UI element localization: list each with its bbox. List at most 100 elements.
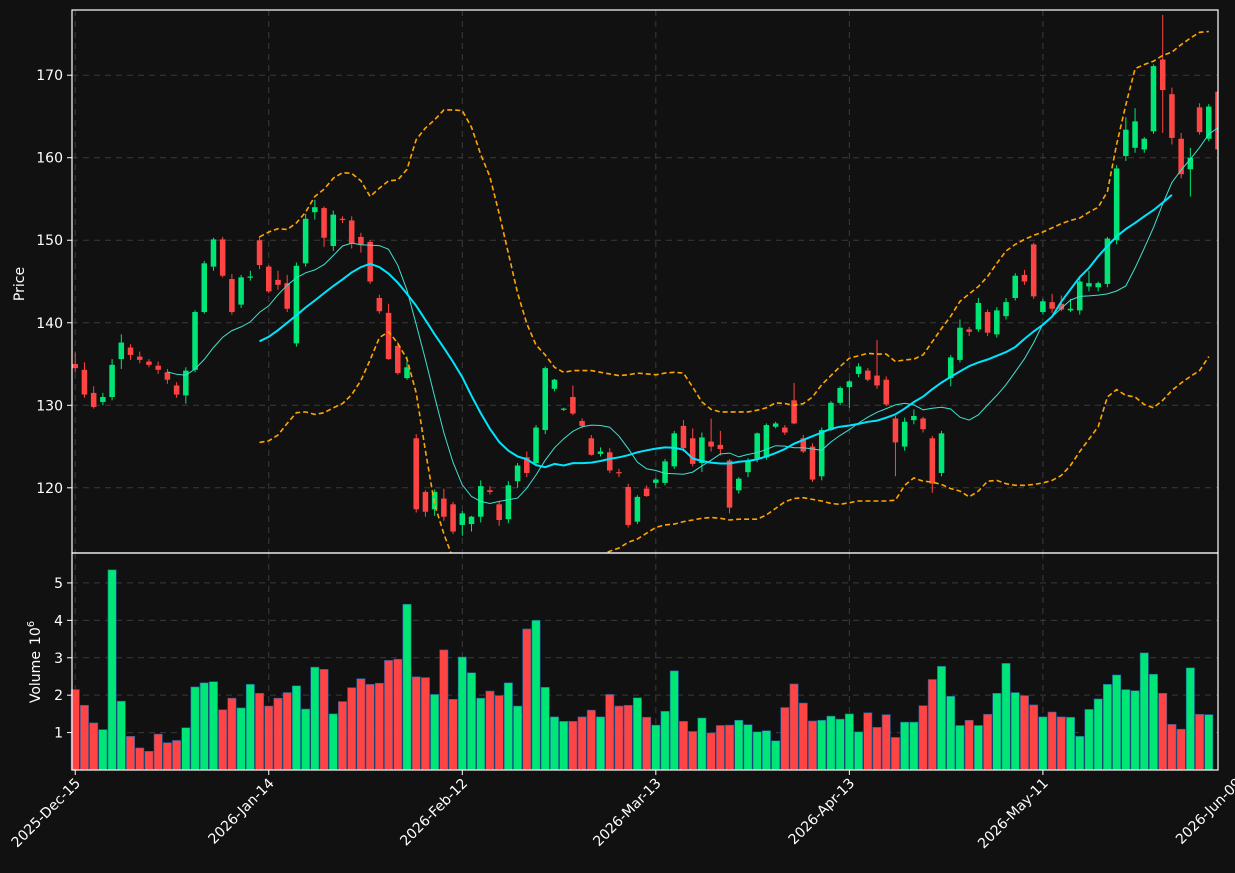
volume-bar (485, 690, 495, 771)
volume-bar (586, 709, 596, 771)
candle-body (911, 416, 917, 421)
candle-body (929, 438, 936, 484)
candle-body (487, 490, 493, 492)
volume-bar (328, 713, 338, 771)
price-tick-label: 130 (36, 398, 63, 414)
volume-bar (614, 705, 624, 771)
candle-body (883, 379, 889, 405)
volume-bar (513, 705, 523, 771)
candle-body (791, 400, 797, 424)
volume-exponent-base: 10 (28, 627, 44, 645)
candle-body (1206, 106, 1212, 139)
volume-bar (531, 620, 541, 771)
volume-bar (393, 658, 403, 771)
volume-bar (338, 701, 347, 771)
volume-bar (798, 702, 808, 771)
candle-body (413, 438, 419, 510)
candle-body (782, 427, 788, 433)
candle-body (966, 329, 972, 332)
volume-bar (734, 719, 744, 771)
volume-bar (209, 681, 218, 771)
candle-body (1040, 301, 1046, 313)
volume-bar (172, 740, 182, 771)
candle-body (892, 418, 899, 443)
volume-bar (964, 719, 974, 771)
candle-body (1021, 274, 1028, 282)
candle-body (579, 420, 585, 426)
volume-bar (642, 716, 652, 771)
candle-body (828, 402, 834, 431)
candle-body (183, 370, 189, 396)
candle-body (284, 283, 290, 309)
volume-bar (255, 693, 264, 771)
candle-body (754, 433, 760, 459)
candle-body (1150, 66, 1157, 132)
candle-body (330, 214, 337, 247)
candle-body (173, 385, 180, 395)
candle-body (865, 370, 871, 380)
candle-body (339, 218, 346, 220)
candle-body (404, 367, 410, 379)
volume-bar (402, 603, 412, 771)
volume-bar (789, 683, 799, 771)
candle-body (957, 327, 963, 360)
volume-bar (863, 712, 873, 771)
candle-body (874, 375, 880, 386)
volume-bar (420, 677, 430, 771)
volume-bar (1149, 673, 1158, 771)
volume-bar (89, 722, 99, 771)
volume-bar (1029, 704, 1039, 771)
candle-body (275, 279, 281, 285)
volume-bar (245, 684, 255, 771)
candle-body (708, 441, 714, 447)
volume-bar (430, 694, 440, 771)
volume-bar (669, 670, 679, 771)
candle-body (1012, 275, 1019, 299)
volume-bar (900, 721, 910, 771)
volume-bar (973, 725, 983, 771)
volume-bar (688, 731, 698, 771)
candle-body (616, 472, 622, 474)
candle-body (1003, 302, 1009, 317)
candle-body (772, 423, 779, 427)
candle-body (699, 437, 705, 464)
volume-bar (79, 704, 89, 771)
candle-body (265, 266, 272, 292)
candle-body (1095, 283, 1101, 288)
volume-bar (439, 649, 449, 771)
candle-body (127, 347, 134, 355)
volume-bar (1038, 716, 1048, 771)
volume-bar (826, 715, 836, 771)
volume-bar (844, 713, 854, 771)
candle-body (1113, 168, 1120, 241)
volume-bar (697, 717, 707, 771)
volume-bar (1066, 716, 1075, 771)
candle-body (570, 397, 576, 414)
candle-body (597, 451, 604, 454)
volume-bar (467, 672, 476, 771)
candle-body (468, 516, 475, 525)
volume-bar (310, 666, 320, 771)
volume-bar (927, 679, 937, 771)
candle-body (533, 427, 539, 464)
volume-bar (135, 747, 145, 771)
volume-tick-label: 5 (54, 576, 63, 592)
volume-bar (854, 731, 864, 771)
candle-body (1141, 138, 1148, 150)
candle-body (201, 263, 208, 313)
volume-bar (162, 742, 172, 771)
volume-bar (559, 721, 569, 771)
candle-body (90, 392, 97, 407)
candle-body (643, 488, 650, 497)
volume-bar (457, 656, 467, 771)
volume-bar (605, 694, 615, 771)
candle-body (256, 240, 263, 265)
volume-bar (1139, 652, 1149, 771)
candle-body (192, 312, 198, 370)
price-tick-label: 150 (36, 233, 63, 249)
candle-body (736, 478, 742, 491)
candle-body (726, 460, 733, 508)
volume-bar (153, 733, 163, 771)
candle-body (302, 218, 309, 264)
candle-body (524, 457, 530, 473)
